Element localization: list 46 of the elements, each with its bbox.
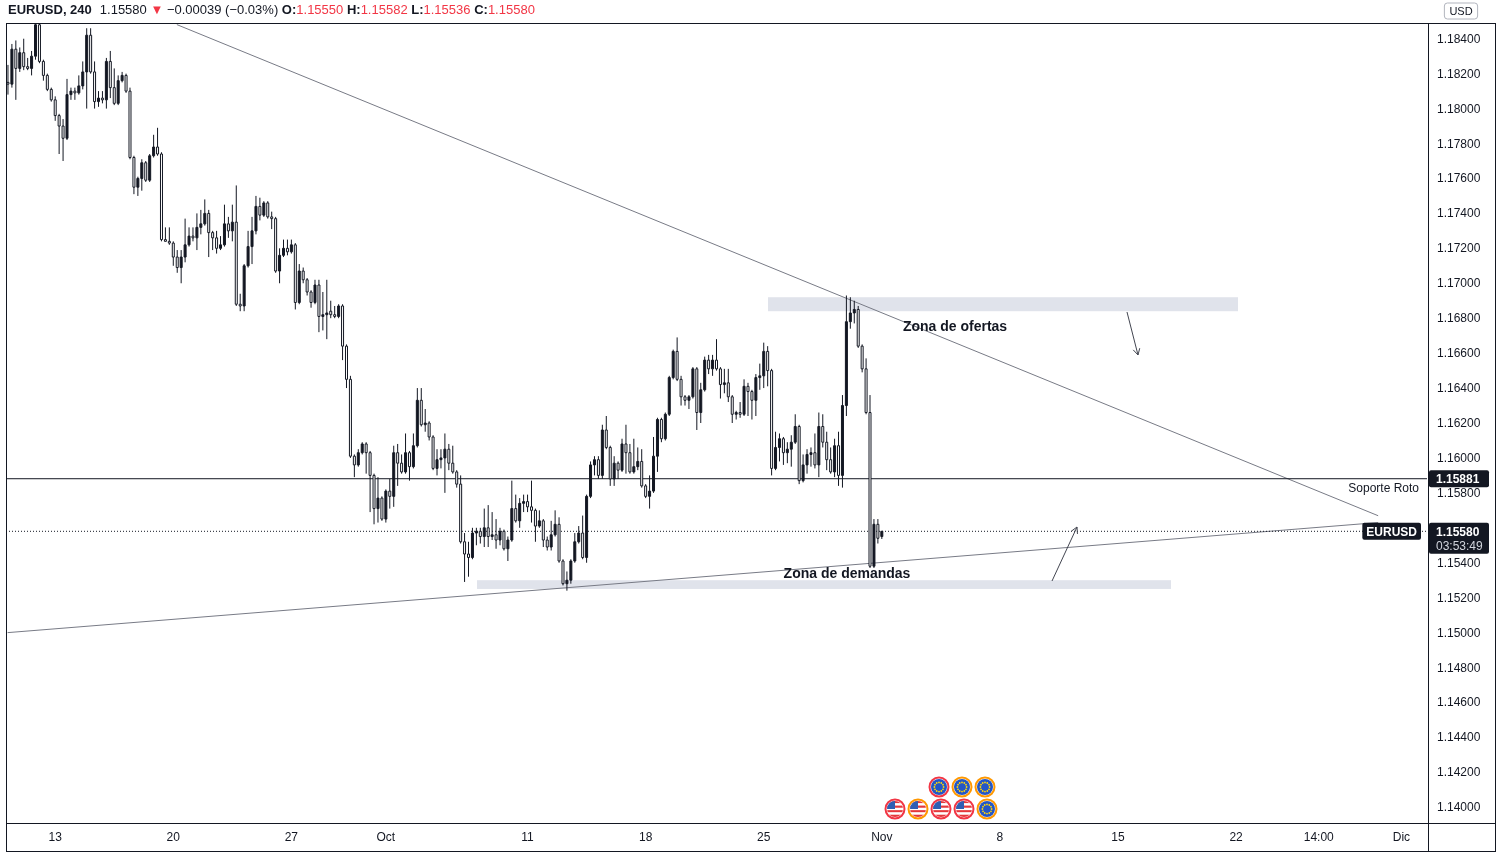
- y-tick-label: 1.17400: [1437, 206, 1481, 221]
- y-tick-label: 1.17000: [1437, 276, 1481, 291]
- text: 1.15881: [1436, 472, 1480, 487]
- x-tick-label: 8: [996, 830, 1004, 844]
- x-tick-label: Dic: [1392, 830, 1411, 844]
- ref-line-label: Soporte Roto: [1348, 480, 1420, 495]
- x-tick-label: 11: [521, 830, 535, 844]
- y-tick-label: 1.18400: [1437, 31, 1481, 46]
- text: USD: [1449, 5, 1473, 17]
- x-tick-label: 18: [638, 830, 653, 844]
- y-tick-label: 1.16800: [1437, 311, 1481, 326]
- x-tick-label: Nov: [871, 830, 893, 844]
- y-tick-label: 1.18200: [1437, 66, 1481, 81]
- x-tick-label: 25: [757, 830, 771, 844]
- y-tick-label: 1.14600: [1437, 695, 1481, 710]
- x-tick-label: 27: [284, 830, 299, 844]
- x-tick-label: 14:00: [1303, 830, 1335, 844]
- x-tick-label: 13: [48, 830, 63, 844]
- y-tick-label: 1.16600: [1437, 346, 1481, 361]
- band-label: Zona de demandas: [783, 565, 911, 582]
- y-tick-label: 1.17600: [1437, 171, 1481, 186]
- x-tick-label: Oct: [376, 830, 396, 844]
- y-tick-label: 1.17800: [1437, 136, 1481, 151]
- y-tick-label: 1.14000: [1437, 800, 1481, 815]
- y-tick-label: 1.15000: [1437, 625, 1481, 640]
- y-tick-label: 1.14200: [1437, 765, 1481, 780]
- y-tick-label: 1.14800: [1437, 660, 1481, 675]
- chart-title: EURUSD, 240: [8, 2, 92, 17]
- y-tick-label: 1.14400: [1437, 730, 1481, 745]
- y-tick-label: 1.15400: [1437, 555, 1481, 570]
- y-tick-label: 1.16400: [1437, 381, 1481, 396]
- text: 1.15580: [1436, 524, 1480, 539]
- y-tick-label: 1.18000: [1437, 101, 1481, 116]
- text: 03:53:49: [1436, 538, 1484, 553]
- y-tick-label: 1.17200: [1437, 241, 1481, 256]
- x-tick-label: 22: [1229, 830, 1244, 844]
- band-label: Zona de ofertas: [902, 318, 1008, 335]
- text: 1.15580: [99, 2, 147, 17]
- x-tick-label: 20: [166, 830, 181, 844]
- y-tick-label: 1.16200: [1437, 416, 1481, 430]
- y-tick-label: 1.15200: [1437, 590, 1481, 605]
- y-tick-label: 1.16000: [1437, 450, 1481, 465]
- ref-line-label: EURUSD: [1366, 524, 1418, 539]
- x-tick-label: 15: [1111, 830, 1125, 844]
- text: ▼ −0.00039 (−0.03%) O:1.15550 H:1.15582 L:1.15536 C:1.15580: [150, 2, 535, 17]
- y-tick-label: 1.15800: [1437, 485, 1481, 500]
